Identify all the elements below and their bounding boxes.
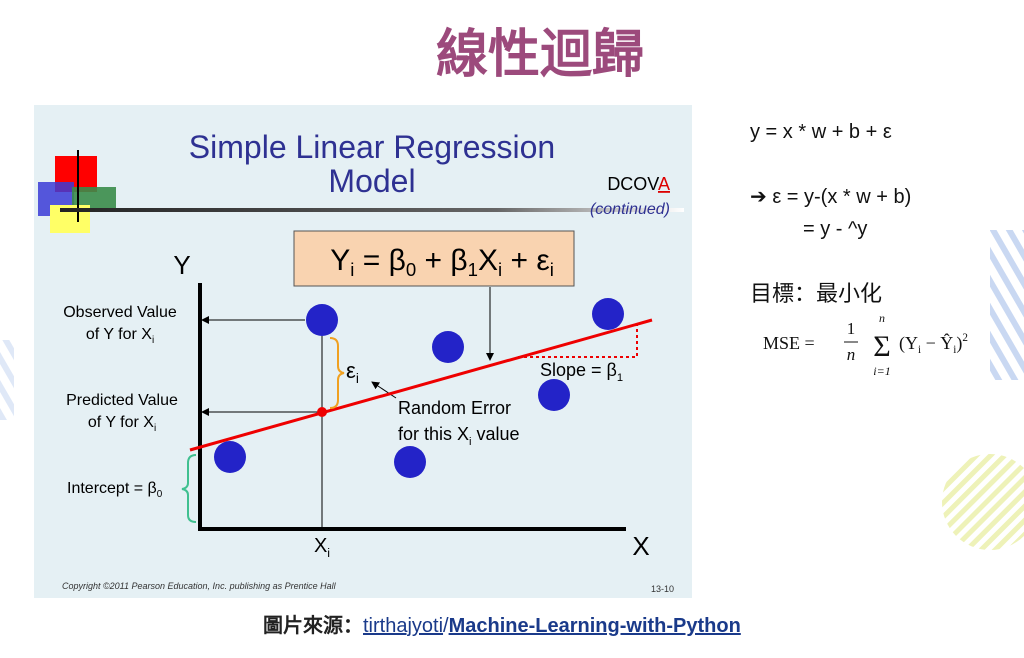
mse-denominator: n: [847, 345, 856, 364]
mse-formula: MSE = 1 n n Σ i=1 (Yi − Ŷi)2: [763, 311, 968, 378]
predicted-point: [317, 407, 327, 417]
point: [214, 441, 246, 473]
tag: DCOVA: [607, 174, 670, 194]
point: [394, 446, 426, 478]
label-part: for this X: [398, 424, 469, 444]
term-part: (Y: [899, 333, 918, 354]
sum-bottom: i=1: [873, 364, 890, 378]
random-error-label: Random Error: [398, 398, 511, 418]
arrow: [371, 381, 397, 399]
source: 圖片來源：tirthajyoti/Machine-Learning-with-P…: [263, 614, 741, 637]
eq-part: X: [478, 244, 498, 277]
decoration: [0, 230, 1024, 550]
error-definition: ➔ ε = y-(x * w + b): [750, 186, 911, 208]
slide-title: 線性迴歸: [436, 26, 644, 84]
predicted-label: Predicted Value: [66, 392, 178, 409]
label-sub: i: [469, 436, 471, 448]
point: [592, 298, 624, 330]
x-marker-part: X: [314, 535, 327, 557]
term-sub: i: [918, 344, 921, 356]
equation: Yi = β0 + β1Xi + εi: [272, 244, 595, 283]
mse-term: (Yi − Ŷi)2: [899, 332, 968, 356]
predicted-label: of Y for Xi: [88, 414, 156, 434]
eq-sub: 1: [468, 259, 478, 280]
goal: 目標：最小化: [750, 281, 882, 306]
copyright: Copyright ©2011 Pearson Education, Inc. …: [62, 581, 337, 591]
eq-part: + β: [416, 244, 467, 277]
points: [214, 298, 624, 478]
tag-part: DCOV: [607, 174, 659, 194]
point: [538, 379, 570, 411]
eq-sub: i: [498, 259, 502, 280]
eq-sub: 0: [406, 259, 416, 280]
label-part: of Y for X: [86, 326, 152, 343]
observed-label: Observed Value: [63, 304, 177, 321]
x-marker-sub: i: [327, 546, 330, 560]
x-axis-label: X: [632, 531, 649, 561]
figure: Simple Linear Regression Model DCOVA (co…: [34, 105, 692, 598]
label-part: value: [472, 424, 520, 444]
random-error-label: for this Xi value: [398, 424, 520, 448]
error-symbol: εi: [346, 358, 359, 386]
source-author-link[interactable]: tirthajyoti: [363, 615, 443, 637]
term-sup: 2: [962, 332, 968, 344]
source-separator: /: [443, 615, 449, 637]
slope-triangle: [518, 325, 638, 358]
source-repo-link[interactable]: Machine-Learning-with-Python: [449, 615, 741, 637]
label-part: Intercept = β: [67, 480, 157, 497]
tag-part: A: [658, 174, 670, 194]
y-axis-label: Y: [173, 250, 190, 280]
source-label: 圖片來源：: [263, 614, 363, 637]
observed-label: of Y for Xi: [86, 326, 154, 346]
label-sub: i: [356, 371, 359, 386]
eq-part: + ε: [502, 244, 550, 277]
label-sub: i: [154, 423, 156, 434]
label-part: Slope = β: [540, 360, 617, 380]
sum-sign: Σ: [873, 330, 890, 363]
title-rule: [60, 208, 684, 212]
tag-note: (continued): [590, 201, 670, 218]
label-sub: i: [152, 335, 154, 346]
mse-lhs: MSE =: [763, 333, 815, 353]
label-sub: 0: [157, 489, 163, 500]
label-sub: 1: [617, 372, 623, 384]
eq-sub: i: [350, 259, 354, 280]
error-definition: = y - ^y: [803, 218, 867, 240]
page-number: 13-10: [651, 584, 674, 594]
term-part: − Ŷ: [921, 332, 953, 353]
point: [432, 331, 464, 363]
slope-label: Slope = β1: [540, 360, 623, 384]
label-part: ε: [346, 358, 356, 383]
notes: y = x * w + b + ε ➔ ε = y-(x * w + b) = …: [750, 121, 911, 306]
equation-box: [293, 230, 575, 287]
sum-top: n: [879, 311, 885, 325]
mse-numerator: 1: [847, 319, 856, 338]
regression-line: [189, 318, 653, 452]
eq-sub: i: [550, 259, 554, 280]
eq-part: Y: [330, 244, 350, 277]
x-marker: Xi: [314, 535, 330, 560]
label-part: of Y for X: [88, 414, 154, 431]
formula: y = x * w + b + ε: [750, 121, 892, 143]
intercept-label: Intercept = β0: [67, 480, 163, 500]
figure-title: Model: [328, 163, 415, 199]
intercept-brace: [181, 454, 197, 523]
figure-title: Simple Linear Regression: [189, 129, 555, 165]
error-brace: [329, 337, 345, 409]
term-sub: i: [953, 344, 956, 356]
point: [306, 304, 338, 336]
figure-background: [34, 105, 692, 598]
eq-part: = β: [354, 244, 405, 277]
term-part: ): [956, 333, 962, 354]
